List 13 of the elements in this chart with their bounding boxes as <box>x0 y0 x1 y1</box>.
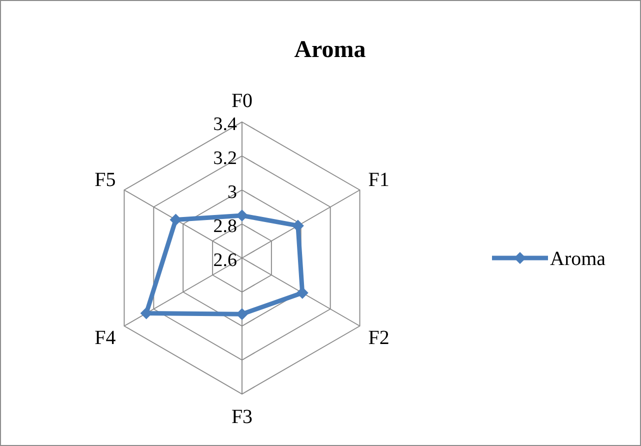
spoke-label: F4 <box>94 327 116 349</box>
y-tick-label: 3 <box>228 182 237 203</box>
spoke-label: F2 <box>368 327 390 349</box>
legend-label: Aroma <box>550 248 606 270</box>
spoke-label: F0 <box>231 90 253 112</box>
y-tick-label: 2.8 <box>213 216 237 237</box>
spoke-label: F5 <box>94 169 116 191</box>
y-tick-label: 3.4 <box>213 114 238 135</box>
y-tick-label: 3.2 <box>213 148 237 169</box>
spoke-label: F1 <box>368 169 390 191</box>
chart-title: Aroma <box>294 37 366 63</box>
spoke-label: F3 <box>231 406 253 428</box>
y-tick-label: 2.6 <box>213 250 237 271</box>
